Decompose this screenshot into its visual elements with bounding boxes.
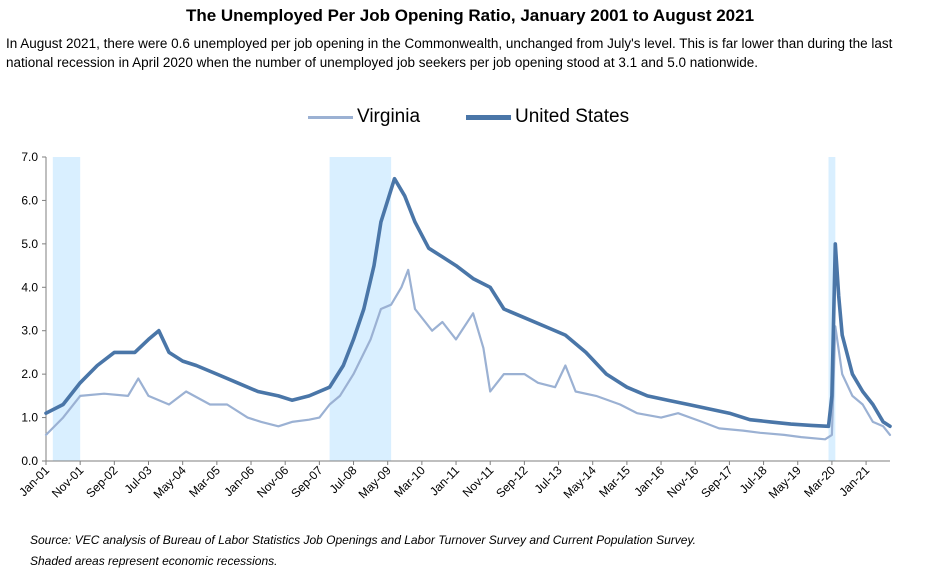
x-tick-label: Mar-10 — [391, 463, 428, 500]
y-tick-label: 1.0 — [21, 411, 38, 425]
recession-band — [828, 157, 836, 461]
x-tick-label: Nov-01 — [49, 463, 86, 500]
x-tick-label: Nov-16 — [664, 463, 701, 500]
x-tick-label: Jan-01 — [16, 463, 52, 499]
legend-swatch-virginia — [308, 115, 353, 119]
x-tick-label: Sep-07 — [288, 463, 325, 500]
y-tick-label: 3.0 — [21, 324, 38, 338]
series-line-virginia — [44, 268, 892, 441]
x-tick-label: May-14 — [561, 463, 599, 501]
x-tick-label: Jan-06 — [221, 463, 257, 499]
chart-legend: Virginia United States — [0, 104, 940, 130]
y-tick-label: 0.0 — [21, 454, 38, 468]
x-tick-label: Jan-11 — [427, 463, 462, 498]
y-tick-label: 4.0 — [21, 280, 38, 294]
x-tick-label: Mar-15 — [596, 463, 633, 500]
y-tick-label: 5.0 — [21, 237, 38, 251]
legend-item-united-states: United States — [466, 104, 629, 130]
x-tick-label: Nov-11 — [460, 463, 497, 500]
x-tick-label: Sep-12 — [493, 463, 530, 500]
x-tick-label: May-04 — [151, 463, 189, 501]
x-tick-label: Jan-16 — [631, 463, 667, 499]
legend-item-virginia: Virginia — [308, 104, 420, 130]
y-tick-label: 6.0 — [21, 193, 38, 207]
recession-band — [52, 157, 81, 461]
legend-label-united-states: United States — [515, 106, 630, 127]
legend-label-virginia: Virginia — [357, 106, 421, 127]
chart-title: The Unemployed Per Job Opening Ratio, Ja… — [185, 6, 755, 25]
y-tick-label: 7.0 — [21, 150, 38, 164]
x-tick-label: Sep-17 — [698, 463, 735, 500]
source-text: Source: VEC analysis of Bureau of Labor … — [30, 533, 696, 547]
x-tick-label: Sep-02 — [83, 463, 120, 500]
chart-subtitle: In August 2021, there were 0.6 unemploye… — [6, 36, 893, 70]
x-tick-label: May-09 — [356, 463, 394, 501]
x-tick-label: Jan-21 — [836, 463, 872, 499]
x-tick-label: Nov-06 — [254, 463, 291, 500]
x-tick-label: May-19 — [766, 463, 804, 501]
y-tick-label: 2.0 — [21, 367, 38, 381]
x-tick-label: Mar-20 — [801, 463, 838, 500]
legend-swatch-united-states — [466, 114, 511, 120]
source-note: Source: VEC analysis of Bureau of Labor … — [30, 530, 696, 572]
x-tick-label: Mar-05 — [186, 463, 223, 500]
recession-note: Shaded areas represent economic recessio… — [30, 554, 278, 568]
series-line-united-states — [44, 176, 892, 429]
